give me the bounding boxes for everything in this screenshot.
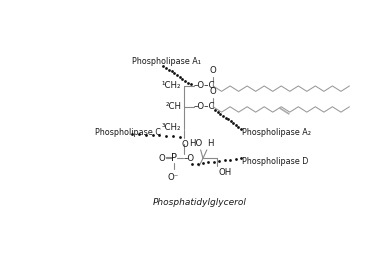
Text: –O–C: –O–C — [194, 81, 215, 90]
Text: H: H — [207, 139, 214, 148]
Text: Phospholipase C: Phospholipase C — [95, 128, 161, 137]
Text: Phospholipase D: Phospholipase D — [243, 157, 309, 166]
Text: O: O — [158, 154, 165, 163]
Text: HO: HO — [189, 139, 202, 148]
Text: P: P — [170, 153, 177, 163]
Text: –O: –O — [184, 154, 195, 163]
Text: OH: OH — [218, 168, 232, 177]
Text: ³CH₂: ³CH₂ — [162, 123, 181, 132]
Text: ¹CH₂: ¹CH₂ — [162, 81, 181, 90]
Text: Phosphatidylglycerol: Phosphatidylglycerol — [153, 199, 247, 207]
Text: O: O — [210, 66, 216, 75]
Text: ²CH: ²CH — [165, 102, 181, 111]
Text: –O–C: –O–C — [194, 102, 215, 111]
Text: Phospholipase A₁: Phospholipase A₁ — [133, 57, 202, 66]
Text: O: O — [210, 87, 216, 96]
Text: O⁻: O⁻ — [168, 173, 179, 182]
Text: Phospholipase A₂: Phospholipase A₂ — [243, 128, 312, 137]
Text: O: O — [181, 140, 188, 149]
